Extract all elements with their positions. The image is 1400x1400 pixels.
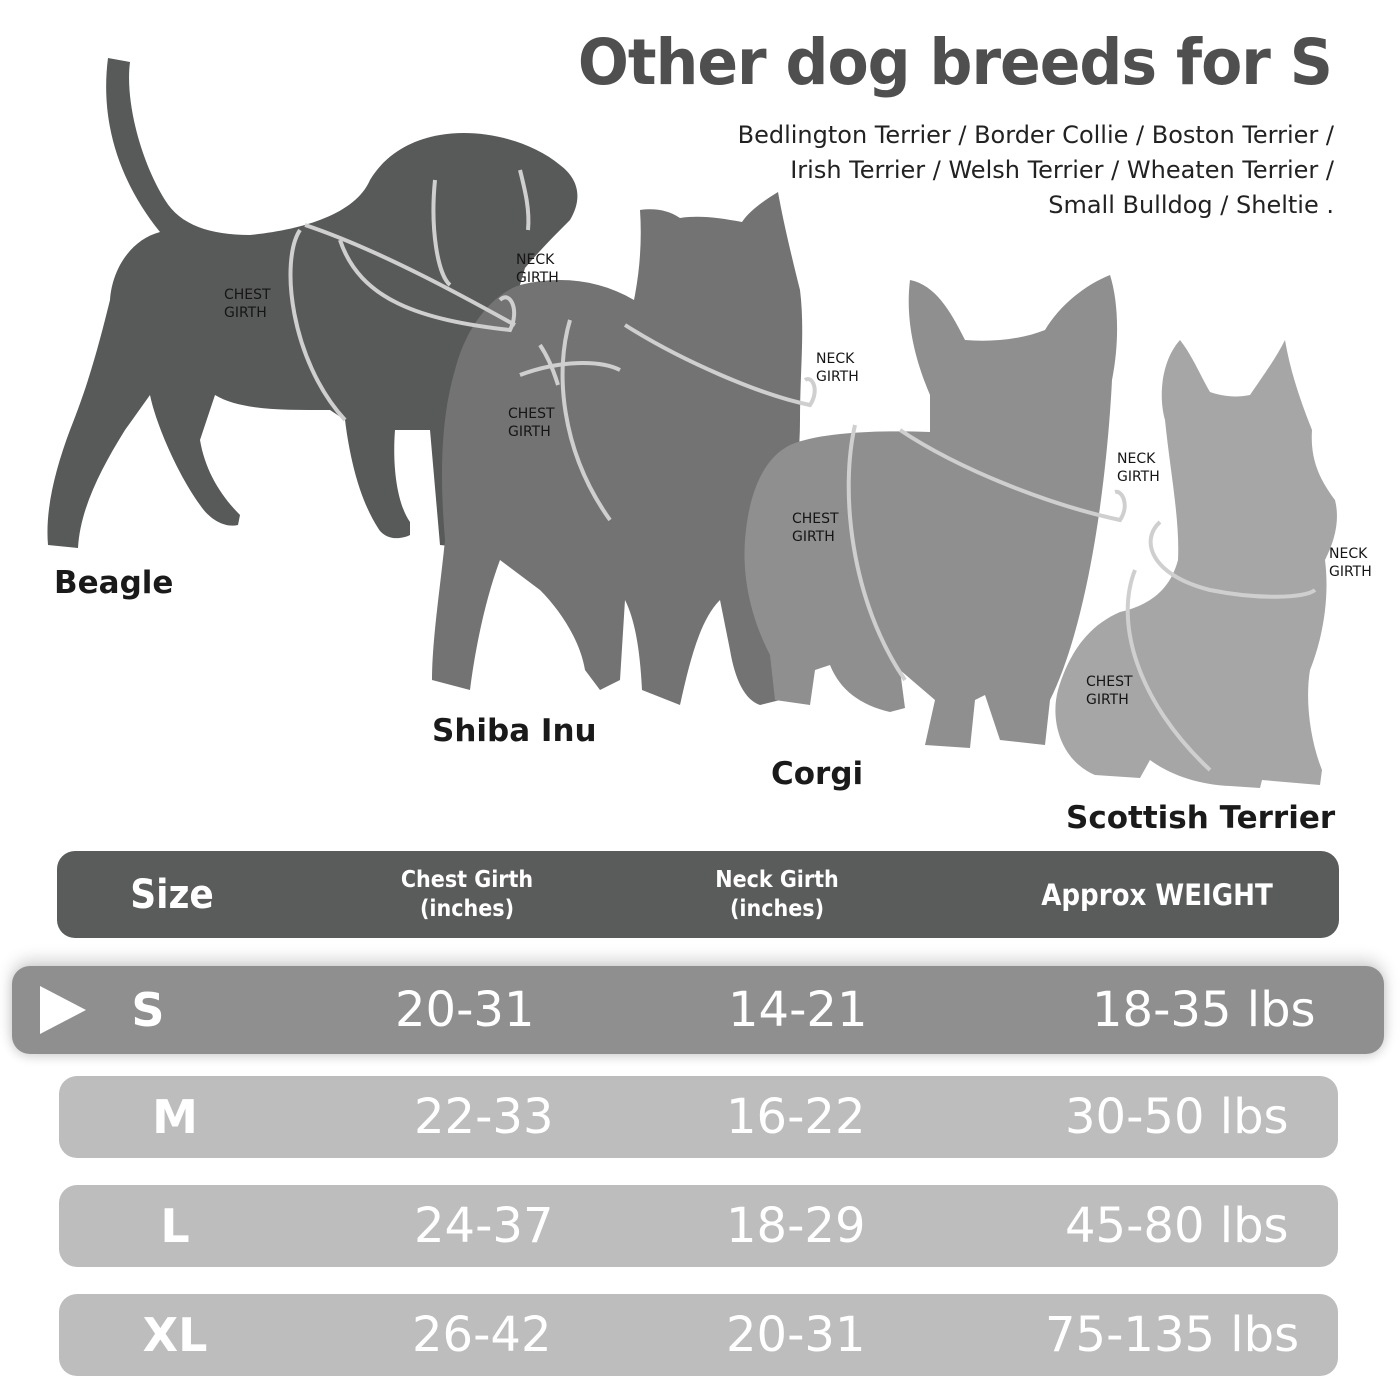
page-title: Other dog breeds for S [577,26,1333,100]
size-row-s[interactable]: S 20-31 14-21 18-35 lbs [12,966,1384,1054]
beagle-neck-girth-label: NECK GIRTH [516,252,559,286]
size-cell: L [160,1199,190,1253]
header-neck-girth: Neck Girth (inches) [715,866,839,922]
neck-cell: 16-22 [726,1089,866,1145]
beagle-chest-girth-label: CHEST GIRTH [224,287,271,321]
weight-cell: 45-80 lbs [1065,1198,1289,1254]
chest-cell: 20-31 [395,982,535,1038]
size-cell: M [152,1090,198,1144]
header-chest-girth: Chest Girth (inches) [400,866,534,922]
scottish-terrier-silhouette [1055,340,1337,788]
size-cell: XL [142,1308,208,1362]
dog-silhouettes [47,58,1337,788]
shiba-inu-label: Shiba Inu [432,713,597,749]
chest-cell: 22-33 [414,1089,554,1145]
breed-line: Bedlington Terrier / Border Collie / Bos… [737,121,1334,149]
beagle-label: Beagle [54,565,174,601]
shiba-neck-girth-label: NECK GIRTH [816,351,859,385]
header-approx-weight: Approx WEIGHT [1041,877,1273,912]
weight-cell: 18-35 lbs [1092,982,1316,1038]
scottish-terrier-label: Scottish Terrier [1066,800,1336,836]
corgi-chest-girth-label: CHEST GIRTH [792,511,839,545]
header-size: Size [130,871,214,918]
corgi-label: Corgi [771,756,864,792]
neck-cell: 18-29 [726,1198,866,1254]
scottish-chest-girth-label: CHEST GIRTH [1086,674,1133,708]
selected-arrow-icon [40,986,86,1034]
shiba-chest-girth-label: CHEST GIRTH [508,406,555,440]
breed-line: Small Bulldog / Sheltie . [1048,191,1334,219]
breed-list: Bedlington Terrier / Border Collie / Bos… [634,118,1334,223]
chest-cell: 24-37 [414,1198,554,1254]
girth-lines [288,169,1317,772]
neck-cell: 14-21 [728,982,868,1038]
corgi-silhouette [744,275,1118,748]
size-row-xl[interactable]: XL 26-42 20-31 75-135 lbs [59,1294,1338,1376]
size-row-m[interactable]: M 22-33 16-22 30-50 lbs [59,1076,1338,1158]
shiba-silhouette [432,192,803,705]
chest-cell: 26-42 [412,1307,552,1363]
corgi-neck-girth-label: NECK GIRTH [1117,451,1160,485]
size-cell: S [131,983,165,1037]
weight-cell: 30-50 lbs [1065,1089,1289,1145]
scottish-neck-girth-label: NECK GIRTH [1329,546,1372,580]
weight-cell: 75-135 lbs [1045,1307,1300,1363]
neck-cell: 20-31 [726,1307,866,1363]
size-table-header: Size Chest Girth (inches) Neck Girth (inch… [57,851,1339,938]
size-row-l[interactable]: L 24-37 18-29 45-80 lbs [59,1185,1338,1267]
breed-line: Irish Terrier / Welsh Terrier / Wheaten … [790,156,1334,184]
